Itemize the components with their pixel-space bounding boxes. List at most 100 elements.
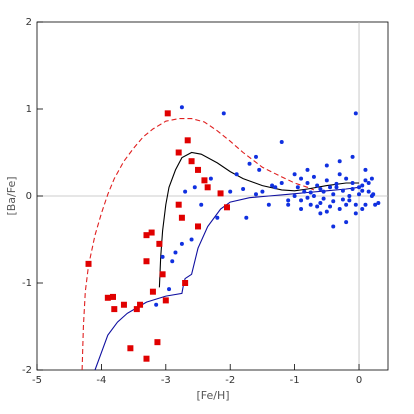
dot-point: [337, 159, 342, 164]
dot-point: [299, 198, 304, 203]
dot-point: [366, 180, 371, 185]
y-tick-label: -2: [22, 365, 32, 376]
square-point: [111, 306, 118, 313]
dot-point: [308, 202, 313, 207]
dot-point: [179, 105, 184, 110]
dot-point: [315, 204, 320, 209]
square-point: [175, 149, 182, 156]
dot-point: [234, 172, 239, 177]
dot-point: [286, 202, 291, 207]
dot-point: [260, 189, 265, 194]
square-point: [143, 355, 150, 362]
dot-point: [318, 200, 323, 205]
square-point: [164, 110, 171, 117]
dot-point: [328, 185, 333, 190]
model-curve: [158, 151, 359, 288]
dot-point: [363, 202, 368, 207]
square-point: [184, 137, 191, 144]
dot-point: [318, 211, 323, 216]
dot-point: [324, 178, 329, 183]
square-point: [85, 260, 92, 267]
dot-point: [321, 189, 326, 194]
dot-point: [179, 241, 184, 246]
square-point: [223, 204, 230, 211]
dot-point: [228, 189, 233, 194]
dot-point: [192, 185, 197, 190]
square-point: [120, 301, 127, 308]
dot-point: [340, 197, 345, 202]
dot-point: [292, 194, 297, 198]
dot-point: [305, 180, 310, 185]
square-point: [148, 229, 155, 236]
dot-point: [257, 167, 262, 172]
dot-point: [331, 224, 336, 229]
dot-point: [308, 190, 313, 195]
square-point: [143, 232, 150, 239]
dot-point: [247, 161, 252, 166]
dot-point: [353, 211, 358, 216]
dot-point: [253, 154, 258, 159]
dot-point: [270, 183, 275, 188]
dot-point: [170, 259, 175, 264]
x-axis-label: [Fe/H]: [196, 389, 229, 402]
x-tick-label: 0: [356, 375, 362, 386]
dot-point: [160, 254, 165, 259]
dot-point: [357, 192, 362, 197]
x-tick-label: -5: [32, 375, 42, 386]
square-point: [137, 301, 144, 308]
dot-point: [173, 250, 178, 255]
dot-point: [321, 196, 326, 201]
dot-point: [305, 195, 310, 200]
dot-point: [295, 185, 300, 190]
dot-point: [299, 207, 304, 212]
square-point: [178, 214, 185, 221]
dot-point: [311, 194, 316, 198]
dot-point: [286, 198, 291, 203]
square-point: [162, 297, 169, 304]
dot-point: [344, 176, 349, 181]
dot-point: [167, 287, 172, 292]
x-tick-label: -2: [225, 375, 235, 386]
dot-point: [337, 207, 342, 212]
square-point: [133, 306, 140, 313]
square-point: [143, 258, 150, 265]
dot-point: [318, 187, 323, 192]
dot-point: [363, 178, 368, 183]
dot-point: [331, 199, 336, 204]
dot-point: [360, 188, 365, 193]
square-point: [127, 345, 134, 352]
dot-point: [328, 204, 333, 209]
model-curve: [94, 186, 360, 371]
dot-point: [299, 176, 304, 181]
dot-point: [324, 163, 329, 168]
square-point: [182, 280, 189, 286]
dot-point: [331, 192, 336, 197]
square-point: [175, 201, 182, 208]
y-axis-label: [Ba/Fe]: [5, 176, 18, 215]
dot-point: [315, 183, 320, 188]
square-point: [204, 184, 211, 191]
dot-point: [215, 215, 220, 220]
dot-point: [357, 185, 362, 190]
dot-point: [347, 198, 352, 203]
square-point: [109, 293, 116, 300]
dot-point: [334, 181, 339, 186]
square-point: [201, 177, 208, 184]
dot-point: [302, 189, 307, 194]
dot-point: [350, 180, 355, 185]
square-point: [195, 166, 202, 173]
y-tick-label: 0: [26, 191, 32, 202]
square-point: [159, 271, 166, 278]
dot-point: [363, 167, 368, 172]
dot-point: [241, 187, 246, 192]
dot-point: [353, 111, 358, 116]
dot-point: [305, 167, 310, 172]
dot-point: [366, 189, 371, 194]
model-curve: [81, 118, 315, 371]
dot-point: [376, 200, 381, 205]
dot-point: [154, 302, 159, 307]
dot-point: [244, 215, 249, 220]
dot-point: [360, 183, 365, 188]
square-point: [156, 240, 163, 247]
